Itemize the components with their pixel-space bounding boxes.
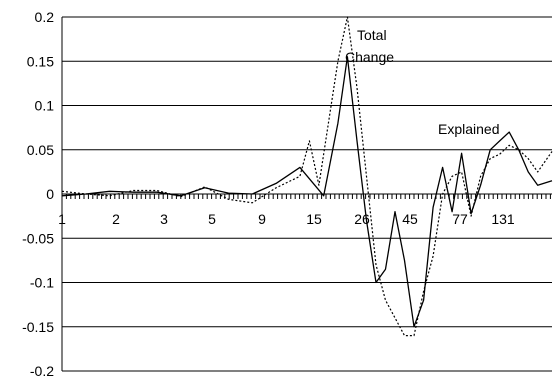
- y-tick-label: 0.2: [35, 9, 55, 25]
- y-tick-label: -0.15: [22, 319, 54, 335]
- y-tick-label: 0.05: [27, 142, 54, 158]
- x-tick-label: 9: [258, 211, 266, 227]
- x-tick-label: 45: [402, 211, 418, 227]
- x-tick-label: 15: [306, 211, 322, 227]
- x-tick-label: 5: [208, 211, 216, 227]
- x-tick-label: 2: [112, 211, 120, 227]
- axes: [61, 17, 552, 371]
- x-tick-label: 131: [491, 211, 515, 227]
- y-axis-tick-labels: 0.2 0.15 0.1 0.05 0 -0.05 -0.1 -0.15 -0.2: [22, 9, 54, 379]
- x-axis-tick-labels: 1 2 3 5 9 15 26 45 77 131: [58, 211, 515, 227]
- x-tick-label: 1: [58, 211, 66, 227]
- y-tick-label: 0.15: [27, 53, 54, 69]
- x-tick-label: 77: [452, 211, 468, 227]
- y-tick-label: 0.1: [35, 98, 55, 114]
- series-line-solid: [61, 56, 553, 328]
- y-tick-label: -0.2: [30, 363, 54, 379]
- annotation-total: Total: [357, 27, 387, 43]
- x-tick-label: 3: [160, 211, 168, 227]
- series-lines: [61, 16, 553, 337]
- y-tick-label: -0.1: [30, 275, 54, 291]
- annotation-change: Change: [345, 49, 394, 65]
- annotation-explained: Explained: [438, 121, 500, 137]
- y-tick-label: 0: [46, 186, 54, 202]
- series-line-dotted: [61, 16, 553, 337]
- y-tick-label: -0.05: [22, 230, 54, 246]
